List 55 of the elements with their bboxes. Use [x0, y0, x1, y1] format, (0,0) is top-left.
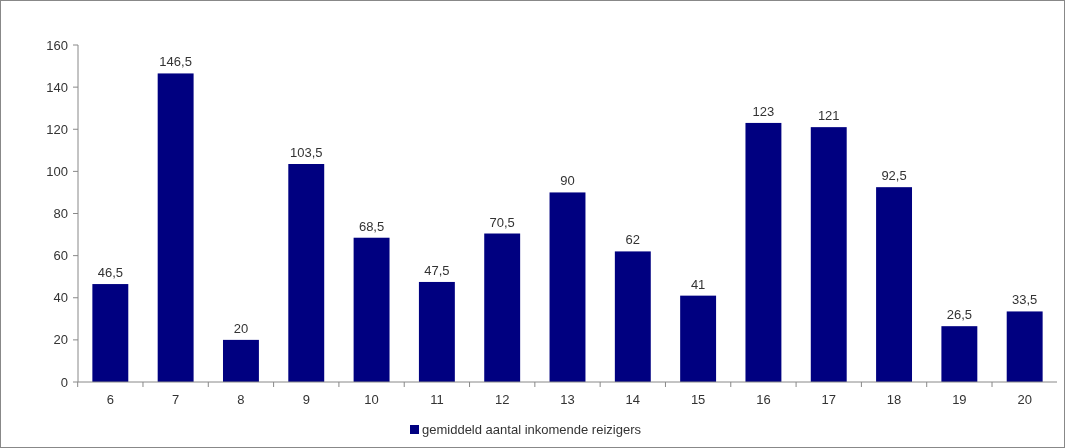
x-tick-label: 10 — [364, 392, 379, 407]
x-tick-label: 6 — [106, 392, 114, 407]
y-tick-label: 60 — [53, 248, 68, 264]
data-label: 103,5 — [289, 145, 323, 160]
y-tick-label: 0 — [60, 374, 68, 390]
y-tick-label: 120 — [46, 121, 68, 137]
bar — [941, 326, 978, 382]
x-tick-label: 16 — [756, 392, 771, 407]
x-tick-label: 9 — [302, 392, 310, 407]
x-tick-label: 20 — [1017, 392, 1032, 407]
legend-label: gemiddeld aantal inkomende reizigers — [422, 422, 642, 437]
data-label: 41 — [690, 276, 706, 292]
data-label: 20 — [233, 320, 249, 336]
x-tick-label: 17 — [821, 392, 836, 407]
bar — [92, 284, 129, 382]
y-tick-label: 40 — [53, 290, 68, 306]
x-tick-label: 15 — [690, 392, 706, 407]
x-tick-label: 7 — [172, 392, 180, 407]
bar — [810, 127, 847, 382]
data-label: 62 — [625, 232, 641, 248]
y-tick-label: 80 — [53, 206, 68, 222]
bar — [157, 73, 194, 382]
x-tick-label: 11 — [430, 392, 444, 407]
data-label: 70,5 — [489, 214, 515, 230]
x-tick-label: 8 — [237, 392, 245, 407]
x-tick-label: 12 — [494, 392, 510, 407]
x-tick-label: 14 — [625, 392, 641, 407]
bar — [222, 339, 259, 382]
y-tick-label: 160 — [46, 37, 68, 53]
data-label: 47,5 — [424, 262, 450, 278]
data-label: 92,5 — [881, 168, 907, 184]
data-label: 90 — [560, 173, 575, 189]
bar — [418, 281, 455, 382]
data-label: 33,5 — [1012, 292, 1038, 308]
x-tick-label: 19 — [952, 392, 967, 407]
bar — [484, 233, 521, 382]
bar — [1006, 311, 1043, 382]
y-tick-label: 100 — [46, 163, 68, 179]
bar — [876, 187, 913, 382]
bar — [745, 122, 782, 382]
x-tick-label: 13 — [560, 392, 575, 407]
y-tick-label: 140 — [46, 79, 68, 95]
data-label: 146,5 — [159, 54, 192, 70]
y-tick-label: 20 — [53, 332, 68, 348]
bar — [614, 251, 651, 382]
data-label: 26,5 — [946, 307, 973, 323]
x-tick-label: 18 — [886, 392, 902, 407]
data-label: 123 — [752, 103, 775, 119]
bar — [288, 164, 325, 382]
data-label: 46,5 — [97, 265, 123, 281]
data-label: 68,5 — [358, 218, 385, 234]
bar — [549, 192, 586, 382]
data-label: 121 — [817, 108, 840, 124]
bar — [353, 237, 390, 382]
bar — [680, 295, 717, 382]
